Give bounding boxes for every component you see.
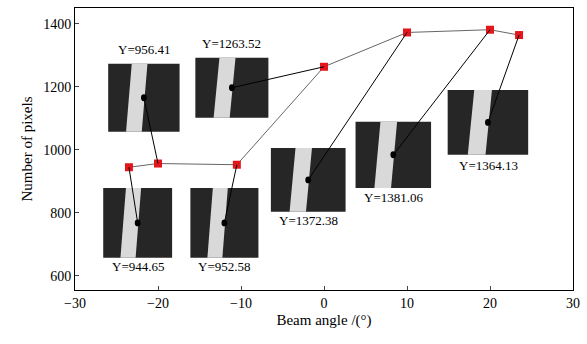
svg-text:Y=1364.13: Y=1364.13 — [459, 158, 518, 173]
svg-text:10: 10 — [400, 296, 414, 311]
svg-text:−20: −20 — [147, 296, 169, 311]
svg-text:20: 20 — [483, 296, 497, 311]
svg-text:Y=1381.06: Y=1381.06 — [364, 190, 423, 205]
svg-text:1000: 1000 — [43, 143, 71, 158]
svg-text:Number of pixels: Number of pixels — [19, 96, 35, 201]
svg-text:800: 800 — [50, 206, 71, 221]
svg-text:1400: 1400 — [43, 17, 71, 32]
svg-text:Y=944.65: Y=944.65 — [112, 259, 164, 274]
svg-text:−30: −30 — [64, 296, 86, 311]
svg-text:1200: 1200 — [43, 80, 71, 95]
svg-text:0: 0 — [321, 296, 328, 311]
svg-text:Y=952.58: Y=952.58 — [198, 259, 250, 274]
svg-text:Y=956.41: Y=956.41 — [118, 42, 170, 57]
svg-text:−10: −10 — [230, 296, 252, 311]
svg-text:Beam angle /(°): Beam angle /(°) — [276, 312, 371, 329]
svg-text:600: 600 — [50, 269, 71, 284]
svg-text:Y=1372.38: Y=1372.38 — [279, 213, 338, 228]
svg-text:Y=1263.52: Y=1263.52 — [202, 36, 261, 51]
svg-text:30: 30 — [566, 296, 580, 311]
